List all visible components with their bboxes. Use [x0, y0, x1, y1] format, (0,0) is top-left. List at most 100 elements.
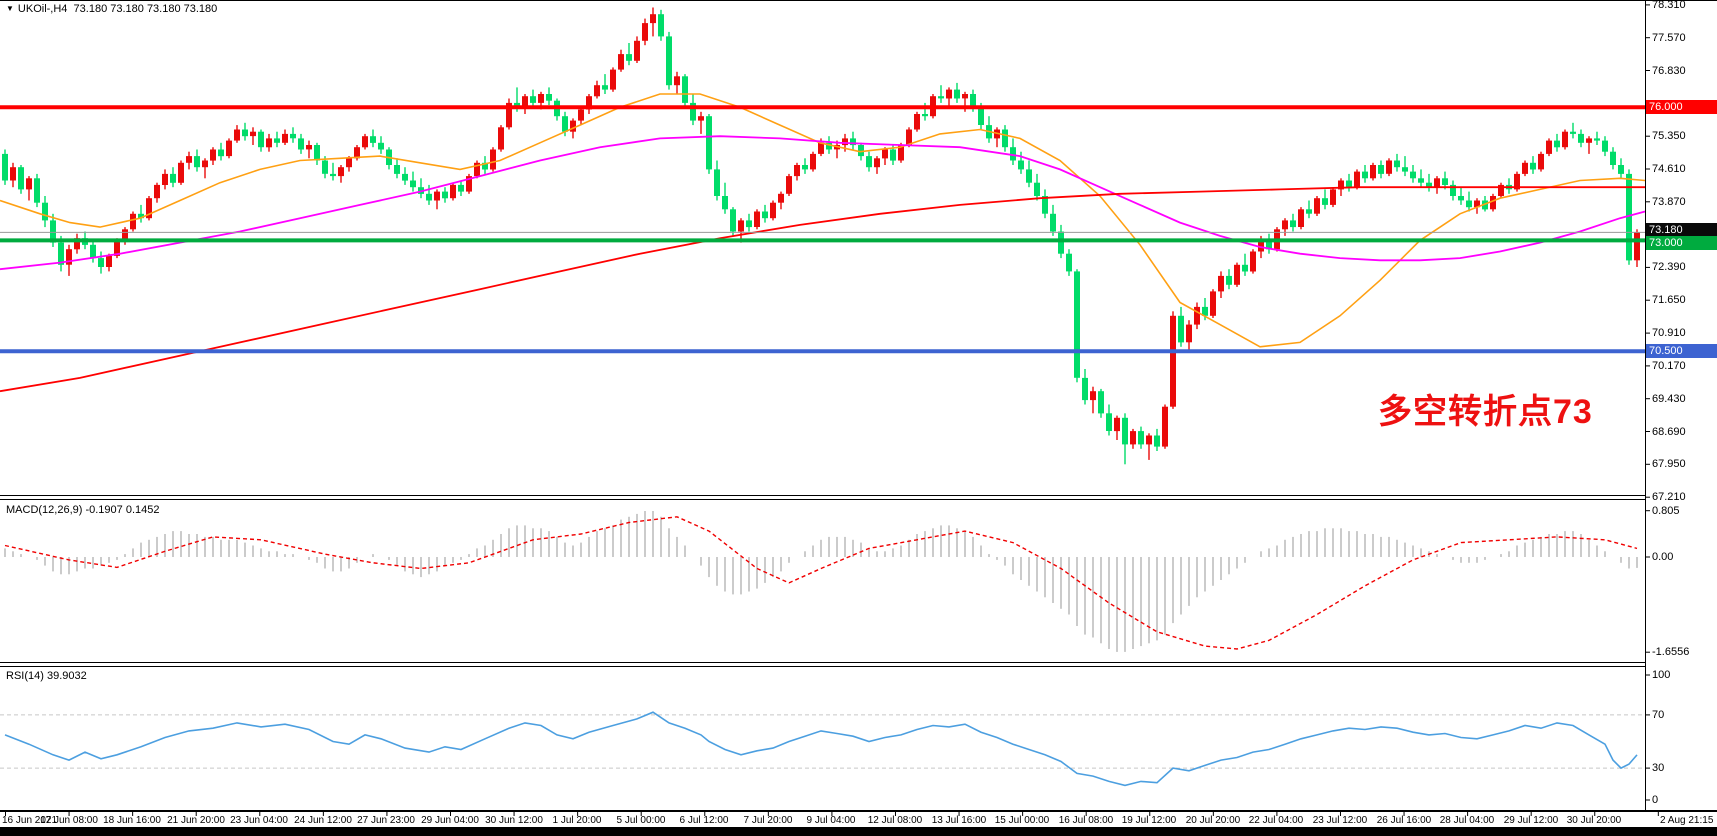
- candle-body: [1010, 147, 1016, 161]
- time-axis-label[interactable]: 1 Jul 20:00: [552, 815, 602, 826]
- time-axis-label[interactable]: 24 Jun 12:00: [294, 815, 352, 826]
- candle-body: [562, 116, 568, 132]
- candle-body: [90, 244, 96, 259]
- time-axis-label[interactable]: 29 Jun 04:00: [421, 815, 479, 826]
- candle-body: [426, 193, 432, 201]
- time-axis-label[interactable]: 26 Jul 16:00: [1376, 815, 1432, 826]
- candle-body: [1186, 324, 1192, 343]
- time-axis-label[interactable]: 5 Jul 00:00: [616, 815, 666, 826]
- candle-body: [98, 258, 104, 267]
- candle-body: [890, 149, 896, 161]
- candle-body: [250, 131, 256, 137]
- symbol-dropdown-icon[interactable]: ▼: [6, 4, 14, 13]
- macd-signal-line: [4, 516, 1638, 650]
- candle-body: [1226, 275, 1232, 285]
- price-badge-73.180: 73.180: [1646, 223, 1717, 237]
- candle-body: [274, 138, 280, 143]
- candle-body: [1562, 131, 1568, 148]
- candle-body: [226, 140, 232, 157]
- candle-body: [858, 145, 864, 157]
- time-axis-label[interactable]: 18 Jun 16:00: [103, 815, 161, 826]
- candle-body: [714, 169, 720, 196]
- candle-body: [530, 96, 536, 103]
- candle-body: [578, 109, 584, 121]
- candle-body: [1282, 220, 1288, 230]
- candle-body: [826, 142, 832, 150]
- time-axis-label[interactable]: 13 Jul 16:00: [931, 815, 987, 826]
- candle-body: [114, 240, 120, 256]
- candle-body: [354, 147, 360, 159]
- candle-body: [594, 85, 600, 97]
- candle-body: [1146, 435, 1152, 445]
- candle-body: [18, 167, 24, 190]
- candle-body: [794, 165, 800, 177]
- time-axis-label[interactable]: 29 Jul 12:00: [1503, 815, 1559, 826]
- candle-body: [1298, 209, 1304, 227]
- candle-body: [1610, 151, 1616, 165]
- candle-body: [546, 94, 552, 101]
- time-axis-label[interactable]: 23 Jul 12:00: [1312, 815, 1368, 826]
- candle-body: [1314, 198, 1320, 214]
- price-tick-label: 77.570: [1652, 32, 1686, 44]
- time-axis-label[interactable]: 15 Jul 00:00: [994, 815, 1050, 826]
- candle-body: [754, 211, 760, 227]
- candle-body: [1178, 315, 1184, 343]
- time-axis-label[interactable]: 9 Jul 04:00: [806, 815, 856, 826]
- candle-body: [690, 102, 696, 121]
- time-axis-label[interactable]: 23 Jun 04:00: [230, 815, 288, 826]
- candle-body: [1594, 138, 1600, 141]
- time-axis-label[interactable]: 16 Jul 08:00: [1058, 815, 1114, 826]
- candle-body: [466, 176, 472, 192]
- time-axis-label[interactable]: 2 Aug 21:15: [1660, 815, 1714, 826]
- time-axis-label[interactable]: 6 Jul 12:00: [679, 815, 729, 826]
- candle-body: [130, 213, 136, 230]
- candle-body: [1514, 173, 1520, 190]
- time-axis-label[interactable]: 17 Jun 08:00: [40, 815, 98, 826]
- price-tick-label: 68.690: [1652, 426, 1686, 438]
- price-tick-label: 78.310: [1652, 0, 1686, 11]
- candle-body: [138, 213, 144, 219]
- candle-body: [1626, 173, 1632, 261]
- candle-body: [1442, 178, 1448, 185]
- candle-body: [650, 14, 656, 24]
- time-axis-label[interactable]: 30 Jun 12:00: [485, 815, 543, 826]
- candle-body: [1042, 196, 1048, 214]
- candle-body: [874, 158, 880, 168]
- candle-body: [362, 136, 368, 148]
- time-axis-label[interactable]: 16 Jun 2021: [2, 815, 58, 826]
- price-tick-label: 70.170: [1652, 360, 1686, 372]
- time-axis-label[interactable]: 28 Jul 04:00: [1439, 815, 1495, 826]
- candle-body: [586, 96, 592, 110]
- time-axis-label[interactable]: 22 Jul 04:00: [1248, 815, 1304, 826]
- candle-body: [906, 129, 912, 145]
- time-axis-label[interactable]: 20 Jul 20:00: [1185, 815, 1241, 826]
- candle-body: [290, 133, 296, 139]
- candle-body: [658, 14, 664, 37]
- time-axis-label[interactable]: 12 Jul 08:00: [867, 815, 923, 826]
- macd-indicator-label: MACD(12,26,9) -0.1907 0.1452: [6, 504, 160, 516]
- candle-body: [1586, 138, 1592, 143]
- candle-body: [306, 145, 312, 150]
- candle-body: [10, 167, 16, 181]
- time-axis-label[interactable]: 7 Jul 20:00: [743, 815, 793, 826]
- candle-body: [58, 242, 64, 265]
- candle-body: [682, 76, 688, 103]
- candle-body: [1154, 435, 1160, 447]
- candle-body: [194, 156, 200, 168]
- time-axis-label[interactable]: 21 Jun 20:00: [167, 815, 225, 826]
- time-axis-label[interactable]: 30 Jul 20:00: [1566, 815, 1622, 826]
- candle-body: [1250, 251, 1256, 272]
- candle-body: [610, 69, 616, 90]
- price-tick-label: 67.210: [1652, 491, 1686, 503]
- candle-body: [1074, 271, 1080, 378]
- candle-body: [162, 173, 168, 185]
- candle-body: [474, 162, 480, 177]
- time-axis-label[interactable]: 19 Jul 12:00: [1121, 815, 1177, 826]
- time-axis-label[interactable]: 27 Jun 23:00: [357, 815, 415, 826]
- candle-body: [1210, 291, 1216, 316]
- candle-body: [146, 198, 152, 219]
- macd-tick-label: -1.6556: [1652, 646, 1690, 658]
